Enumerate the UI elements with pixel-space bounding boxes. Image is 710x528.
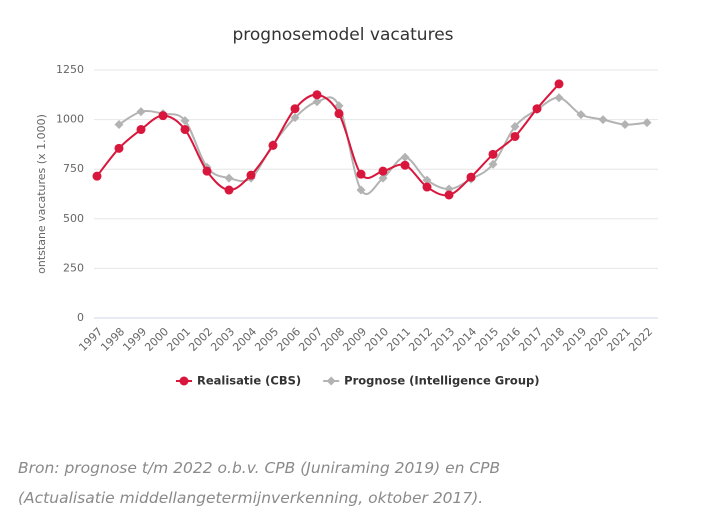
point — [356, 185, 366, 195]
x-tick-label: 2010 — [362, 325, 391, 354]
point — [136, 107, 146, 117]
x-tick-label: 2005 — [252, 325, 281, 354]
x-tick-label: 2016 — [494, 325, 523, 354]
point — [554, 79, 564, 89]
legend-marker — [326, 376, 336, 386]
series-line — [96, 83, 560, 197]
point — [400, 152, 410, 162]
x-tick-label: 1998 — [98, 325, 127, 354]
point — [400, 160, 410, 170]
point — [180, 116, 190, 126]
x-tick-label: 2004 — [230, 325, 259, 354]
point — [356, 169, 366, 179]
point — [576, 110, 586, 120]
point — [554, 93, 564, 103]
point — [290, 113, 300, 123]
legend-marker — [179, 376, 189, 386]
x-tick-label: 2019 — [560, 325, 589, 354]
x-tick-label: 2012 — [406, 325, 435, 354]
source-note: Bron: prognose t/m 2022 o.b.v. CPB (Juni… — [18, 459, 501, 507]
x-tick-label: 2011 — [384, 325, 413, 354]
x-tick-label: 2008 — [318, 325, 347, 354]
x-tick-label: 2003 — [208, 325, 237, 354]
point — [466, 172, 476, 182]
x-tick-label: 2009 — [340, 325, 369, 354]
x-tick-label: 2007 — [296, 325, 325, 354]
x-tick-label: 2022 — [626, 325, 655, 354]
point — [202, 166, 212, 176]
point — [642, 118, 652, 128]
point — [334, 109, 344, 119]
point — [246, 170, 256, 180]
point — [532, 104, 542, 114]
legend-label: Prognose (Intelligence Group) — [344, 374, 539, 388]
x-tick-label: 2006 — [274, 325, 303, 354]
point — [444, 190, 454, 200]
point — [312, 97, 322, 107]
point — [224, 185, 234, 195]
point — [268, 140, 278, 150]
y-tick-label: 500 — [63, 212, 84, 225]
y-tick-label: 0 — [77, 311, 84, 324]
x-tick-label: 1999 — [120, 325, 149, 354]
point — [378, 166, 388, 176]
point — [180, 125, 190, 135]
legend-label: Realisatie (CBS) — [197, 374, 301, 388]
point — [620, 120, 630, 130]
y-tick-label: 750 — [63, 162, 84, 175]
y-tick-label: 250 — [63, 261, 84, 274]
x-tick-label: 2002 — [186, 325, 215, 354]
point — [510, 122, 520, 132]
point — [92, 171, 102, 181]
point — [510, 131, 520, 141]
x-tick-label: 1997 — [76, 325, 105, 354]
point — [334, 101, 344, 111]
chart-title: prognosemodel vacatures — [232, 25, 453, 45]
x-tick-label: 2020 — [582, 325, 611, 354]
point — [114, 143, 124, 153]
y-tick-label: 1250 — [56, 63, 84, 76]
point — [290, 104, 300, 114]
y-axis-label: ontstane vacatures (x 1.000) — [35, 114, 48, 274]
x-tick-label: 2001 — [164, 325, 193, 354]
point — [422, 182, 432, 192]
x-tick-label: 2021 — [604, 325, 633, 354]
x-tick-label: 2000 — [142, 325, 171, 354]
x-tick-label: 2013 — [428, 325, 457, 354]
chart: prognosemodel vacatures ontstane vacatur… — [35, 25, 658, 388]
point — [114, 120, 124, 130]
point — [158, 111, 168, 121]
x-tick-label: 2017 — [516, 325, 545, 354]
point — [136, 125, 146, 135]
point — [488, 149, 498, 159]
point — [224, 173, 234, 183]
point — [312, 90, 322, 100]
point — [598, 115, 608, 125]
x-tick-label: 2015 — [472, 325, 501, 354]
point — [422, 175, 432, 185]
y-tick-label: 1000 — [56, 113, 84, 126]
x-tick-label: 2018 — [538, 325, 567, 354]
point — [488, 159, 498, 169]
x-tick-label: 2014 — [450, 325, 479, 354]
point — [378, 173, 388, 183]
